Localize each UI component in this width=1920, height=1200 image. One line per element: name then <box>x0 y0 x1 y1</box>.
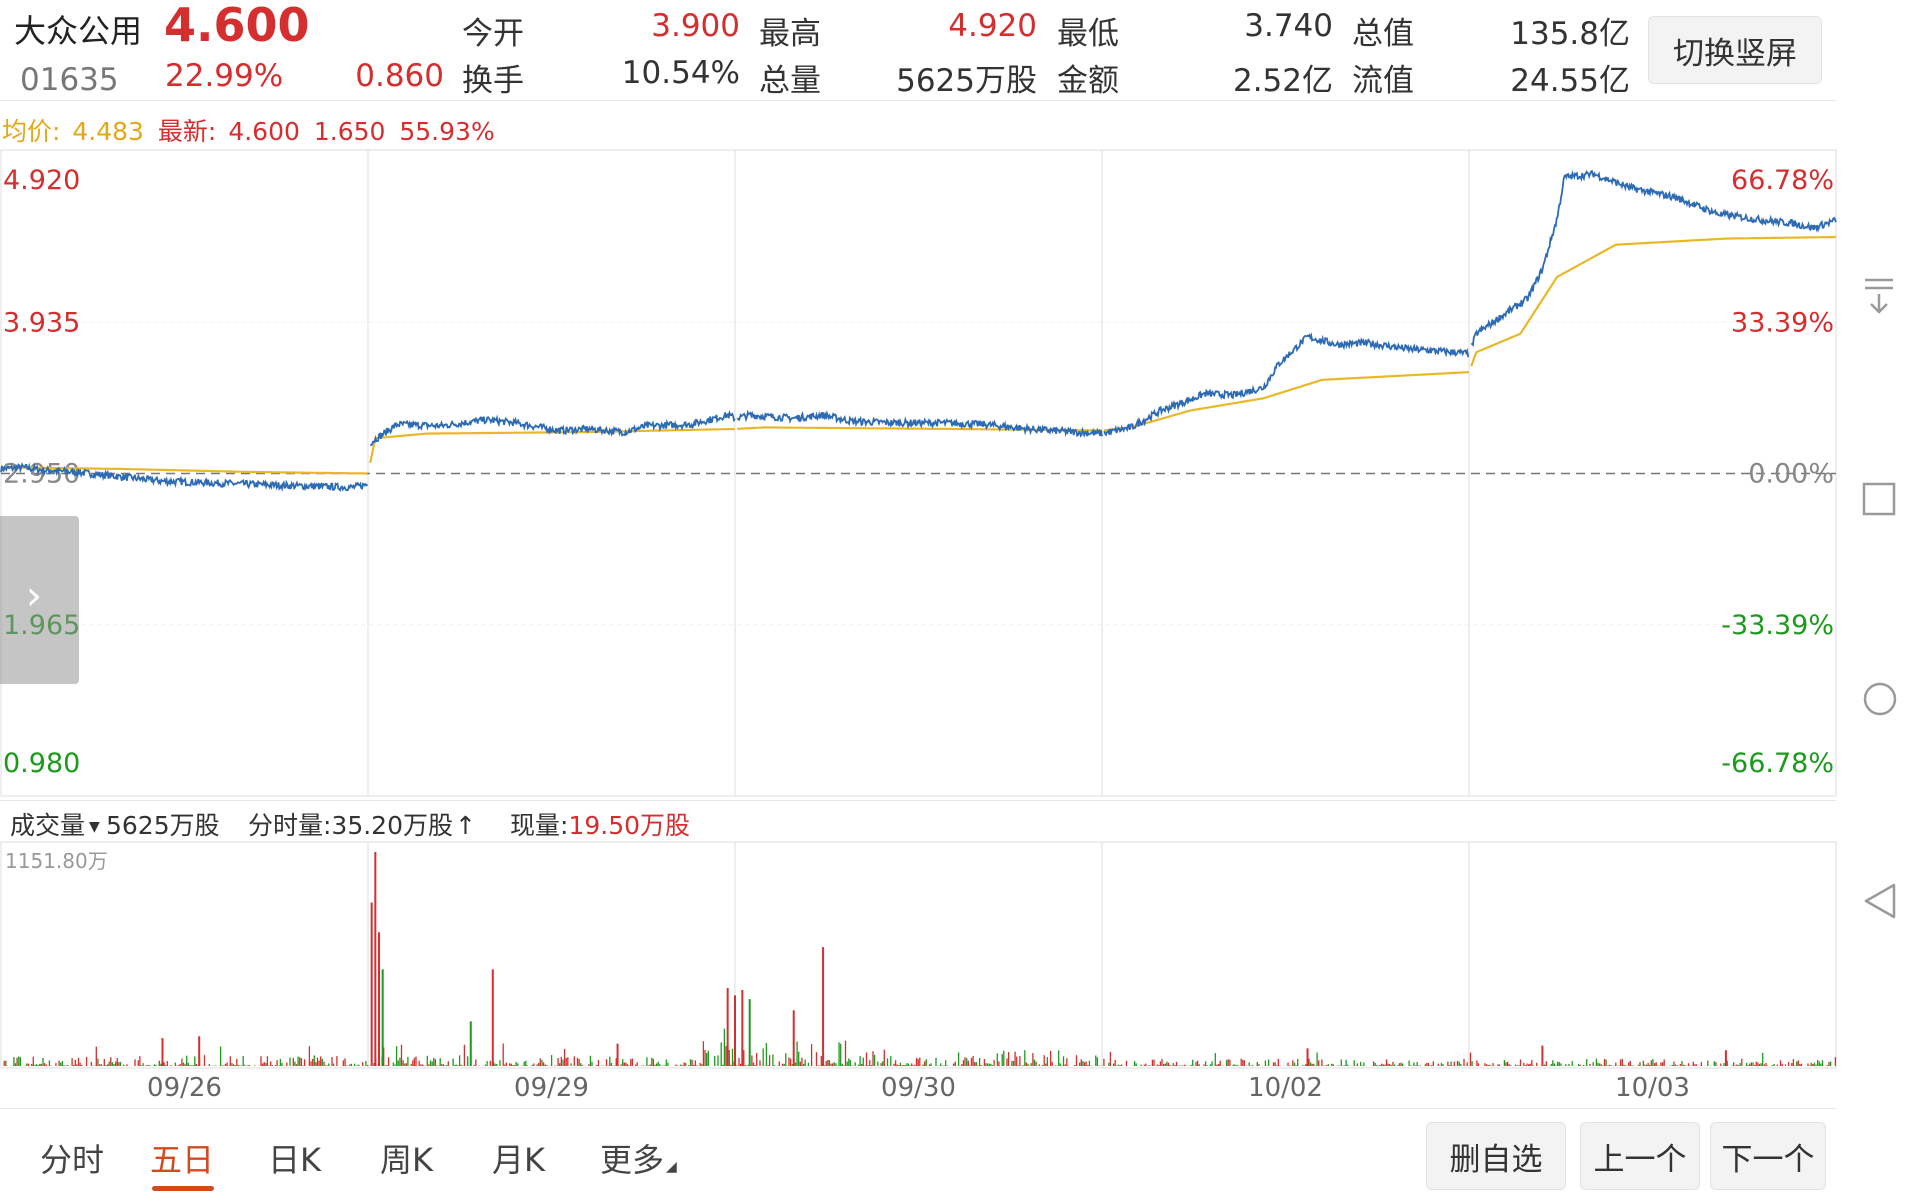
current-volume: 现量:19.50万股 <box>510 806 690 842</box>
date-tick-label: 09/29 <box>514 1073 589 1100</box>
active-tab-underline <box>152 1186 214 1191</box>
tick-volume: 分时量:35.20万股↑ <box>248 806 476 842</box>
tick-volume-text: 分时量:35.20万股 <box>248 811 453 840</box>
stock-code: 01635 <box>20 62 119 98</box>
date-tick-label: 09/26 <box>147 1073 222 1100</box>
mktcap-label: 总值 <box>1352 16 1414 52</box>
tab-five-day[interactable]: 五日 <box>150 1141 215 1179</box>
tab-intraday[interactable]: 分时 <box>40 1141 105 1179</box>
volume-value: 5625万股 <box>896 63 1037 99</box>
amount-value: 2.52亿 <box>1232 63 1333 99</box>
volume-chart[interactable]: 1151.80万 09/26 09/29 09/30 10/02 10/03 <box>0 840 1838 1100</box>
home-icon[interactable] <box>1862 681 1898 721</box>
remove-watchlist-button[interactable]: 删自选 <box>1426 1122 1566 1190</box>
back-icon[interactable] <box>1862 882 1898 924</box>
avg-label: 均价: <box>2 117 61 146</box>
avg-info-bar: 均价: 4.483 最新: 4.600 1.650 55.93% <box>2 112 495 148</box>
change-percent: 22.99% <box>165 58 284 94</box>
amount-label: 金额 <box>1057 63 1119 99</box>
percent-tick-label: 66.78% <box>1731 165 1834 196</box>
volume-total: 5625万股 <box>106 811 220 840</box>
mktcap-value: 135.8亿 <box>1510 16 1630 52</box>
date-tick-label: 10/02 <box>1248 1073 1323 1100</box>
percent-tick-label: -33.39% <box>1721 610 1834 641</box>
date-tick-label: 09/30 <box>881 1073 956 1100</box>
price-tick-label: 3.935 <box>3 307 80 338</box>
tab-monthly-k[interactable]: 月K <box>492 1141 545 1179</box>
volume-divider <box>0 800 1836 801</box>
up-arrow-icon: ↑ <box>455 811 476 840</box>
price-tick-label: 2.950 <box>3 459 80 490</box>
recent-apps-icon[interactable] <box>1862 482 1896 520</box>
float-value: 24.55亿 <box>1510 63 1630 99</box>
high-label: 最高 <box>759 16 821 52</box>
tab-weekly-k[interactable]: 周K <box>380 1141 433 1179</box>
volume-selector-label: 成交量 <box>10 811 86 840</box>
percent-tick-label: 33.39% <box>1731 307 1834 338</box>
current-volume-label: 现量: <box>510 811 569 840</box>
switch-portrait-button[interactable]: 切换竖屏 <box>1648 16 1822 84</box>
current-price: 4.600 <box>164 0 310 52</box>
dropdown-caret-icon: ▼ <box>89 819 100 835</box>
tab-daily-k[interactable]: 日K <box>268 1141 321 1179</box>
footer-divider <box>0 1108 1836 1109</box>
chevron-right-icon: › <box>26 573 42 619</box>
avg-value: 4.483 <box>72 117 144 146</box>
collapse-menu-icon[interactable] <box>1862 276 1896 320</box>
open-label: 今开 <box>462 16 524 52</box>
chart-expand-handle[interactable]: › <box>0 516 79 684</box>
volume-frame <box>0 841 1837 1069</box>
latest-change: 1.650 <box>313 117 386 146</box>
header-divider <box>0 100 1836 101</box>
tab-more-label: 更多 <box>600 1141 665 1179</box>
date-tick-label: 10/03 <box>1615 1073 1690 1100</box>
percent-tick-label: 0.00% <box>1748 459 1834 490</box>
percent-tick-label: -66.78% <box>1721 748 1834 779</box>
float-label: 流值 <box>1352 63 1414 99</box>
average-price-line <box>1 235 1836 475</box>
tab-more[interactable]: 更多 ◢ <box>600 1135 677 1181</box>
low-label: 最低 <box>1057 16 1119 52</box>
next-stock-button[interactable]: 下一个 <box>1710 1122 1826 1190</box>
corner-triangle-icon: ◢ <box>666 1159 677 1175</box>
current-volume-value: 19.50万股 <box>568 811 691 840</box>
turnover-value: 10.54% <box>621 55 740 91</box>
latest-label: 最新: <box>157 117 217 146</box>
volume-selector[interactable]: 成交量 ▼ <box>10 806 100 842</box>
price-line <box>0 169 1837 493</box>
price-tick-label: 4.920 <box>3 165 80 196</box>
volume-label: 总量 <box>759 63 821 99</box>
change-amount: 0.860 <box>355 58 444 94</box>
high-value: 4.920 <box>948 8 1037 44</box>
intraday-price-chart[interactable]: 4.92066.78%3.93533.39%2.9500.00%1.965-33… <box>0 148 1838 798</box>
previous-stock-button[interactable]: 上一个 <box>1580 1122 1700 1190</box>
latest-value: 4.600 <box>228 117 300 146</box>
volume-max-label: 1151.80万 <box>5 849 108 873</box>
turnover-label: 换手 <box>462 63 524 99</box>
low-value: 3.740 <box>1244 8 1333 44</box>
stock-name: 大众公用 <box>14 12 143 50</box>
latest-change-pct: 55.93% <box>399 117 495 146</box>
open-value: 3.900 <box>651 8 740 44</box>
price-tick-label: 0.980 <box>3 748 80 779</box>
